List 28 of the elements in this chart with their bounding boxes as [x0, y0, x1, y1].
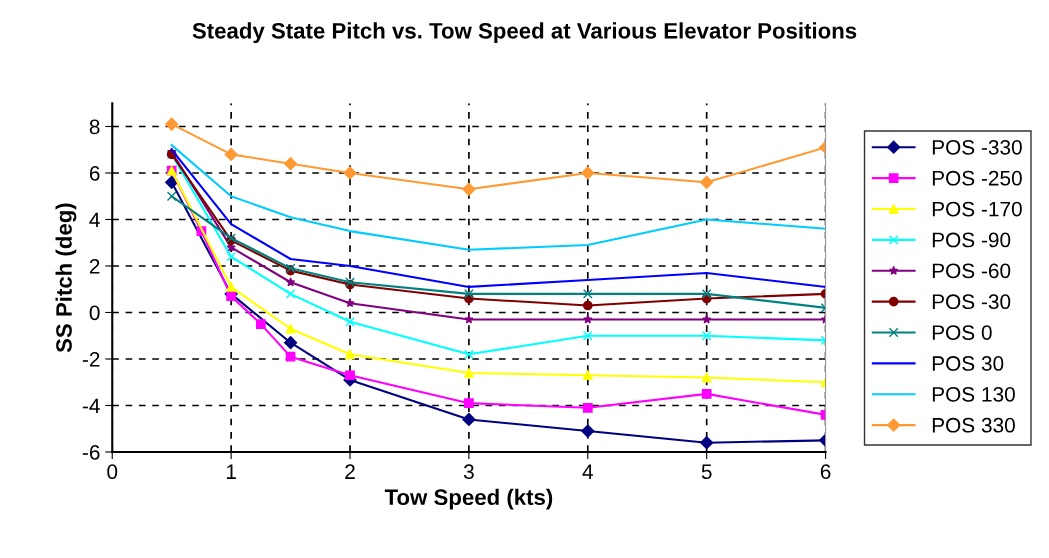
x-tick-label: 2 — [345, 464, 355, 479]
x-tick-label: 6 — [820, 464, 831, 480]
x-axis-title: Tow Speed (kts) — [384, 488, 553, 510]
x-tick-label: 3 — [463, 464, 474, 480]
y-tick-label: -2 — [82, 351, 100, 367]
legend-label: POS 0 — [932, 325, 992, 340]
y-tick-label: 6 — [89, 165, 100, 181]
x-tick-label: 0 — [107, 464, 118, 480]
x-tick-label: 1 — [226, 464, 236, 479]
y-tick-label: 2 — [89, 258, 100, 274]
y-tick-label: 4 — [89, 212, 100, 228]
y-tick-label: -4 — [82, 398, 100, 414]
legend-label: POS -90 — [932, 232, 1011, 248]
legend-label: POS -250 — [932, 170, 1022, 186]
legend-label: POS -330 — [932, 139, 1022, 155]
x-tick-label: 5 — [701, 464, 712, 480]
legend-label: POS -170 — [932, 201, 1022, 217]
legend-label: POS 130 — [932, 386, 1015, 402]
legend-label: POS 30 — [932, 356, 1004, 371]
chart-title: Steady State Pitch vs. Tow Speed at Various Elevator Positions — [192, 22, 857, 44]
x-tick-label: 4 — [582, 464, 593, 479]
legend-label: POS -60 — [932, 263, 1011, 279]
y-axis-title: SS Pitch (deg) — [55, 203, 77, 353]
y-tick-label: -6 — [82, 444, 100, 460]
legend-label: POS -30 — [932, 294, 1011, 310]
y-tick-label: 8 — [89, 119, 100, 135]
legend-label: POS 330 — [932, 417, 1015, 433]
y-tick-label: 0 — [89, 305, 100, 321]
